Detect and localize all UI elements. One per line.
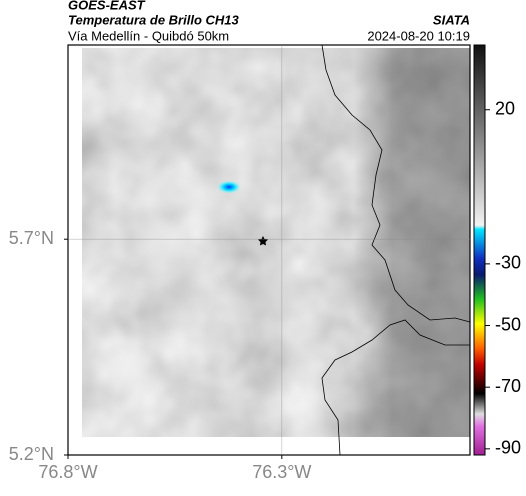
x-tick-label: 76.3°W [252, 462, 311, 482]
x-tick-label: 76.8°W [38, 462, 97, 482]
colorbar-tick-label: -30 [495, 253, 521, 273]
cold-cloud [218, 181, 240, 193]
image-shading [82, 48, 470, 437]
colorbar [473, 44, 486, 456]
location-star [258, 236, 268, 246]
border [321, 319, 470, 456]
datetime: 2024-08-20 10:19 [367, 28, 470, 43]
agency: SIATA [433, 12, 470, 27]
colorbar-tick-label: -90 [495, 438, 521, 458]
satellite: GOES-EAST [68, 0, 146, 12]
map-frame [67, 44, 471, 456]
y-tick-label: 5.7°N [9, 228, 54, 248]
y-tick-label: 5.2°N [9, 444, 54, 464]
colorbar-tick-label: -70 [495, 376, 521, 396]
border [321, 44, 471, 323]
region: Vía Medellín - Quibdó 50km [68, 28, 229, 43]
map [67, 44, 471, 456]
product: Temperatura de Brillo CH13 [68, 12, 240, 27]
colorbar-tick-label: -50 [495, 314, 521, 334]
colorbar-tick-label: 20 [495, 98, 515, 118]
